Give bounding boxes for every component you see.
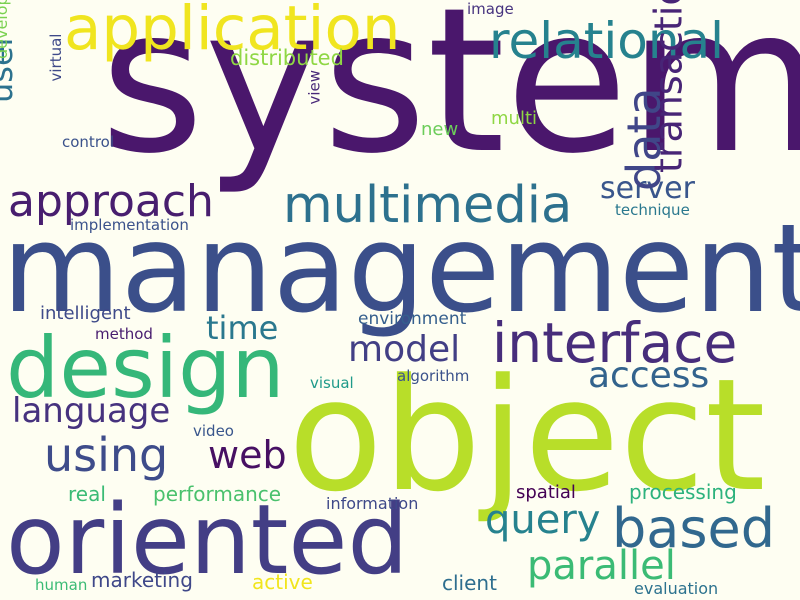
word-language: language (12, 391, 171, 431)
word-query: query (485, 497, 601, 543)
word-information: information (326, 494, 419, 513)
word-development: development (0, 0, 12, 59)
word-new: new (421, 119, 459, 140)
word-server: server (600, 171, 695, 206)
word-application: application (64, 0, 401, 64)
word-client: client (442, 571, 497, 595)
word-evaluation: evaluation (634, 579, 719, 598)
word-distributed: distributed (230, 46, 344, 70)
word-technique: technique (615, 201, 690, 219)
word-access: access (588, 355, 710, 396)
word-web: web (208, 433, 287, 477)
word-active: active (252, 570, 313, 594)
word-processing: processing (629, 480, 737, 504)
word-intelligent: intelligent (40, 303, 131, 324)
word-control: control (62, 133, 114, 151)
word-relational: relational (489, 12, 725, 70)
word-management: management (2, 198, 800, 340)
word-oriented: oriented (6, 484, 409, 596)
word-video: video (193, 422, 234, 440)
word-parallel: parallel (527, 543, 676, 589)
word-interface: interface (492, 311, 738, 375)
word-algorithm: algorithm (397, 367, 470, 385)
word-system: system (100, 0, 800, 198)
word-method: method (95, 325, 153, 343)
word-design: design (6, 319, 285, 417)
word-real: real (68, 482, 106, 506)
word-object: object (288, 345, 766, 526)
word-spatial: spatial (516, 482, 576, 503)
word-image: image (467, 0, 514, 18)
word-view: view (305, 69, 324, 105)
word-approach: approach (8, 176, 214, 227)
word-using: using (44, 428, 169, 482)
word-multimedia: multimedia (283, 176, 573, 235)
word-visual: visual (310, 374, 354, 392)
word-based: based (612, 497, 776, 560)
word-model: model (348, 329, 461, 370)
word-multi: multi (491, 108, 538, 129)
word-implementation: implementation (70, 216, 189, 234)
word-environment: environment (358, 309, 467, 329)
word-time: time (206, 309, 279, 347)
word-performance: performance (153, 482, 282, 506)
word-virtual: virtual (47, 33, 66, 82)
word-human: human (35, 576, 88, 594)
word-transaction: transaction (646, 0, 691, 173)
word-marketing: marketing (91, 568, 193, 592)
